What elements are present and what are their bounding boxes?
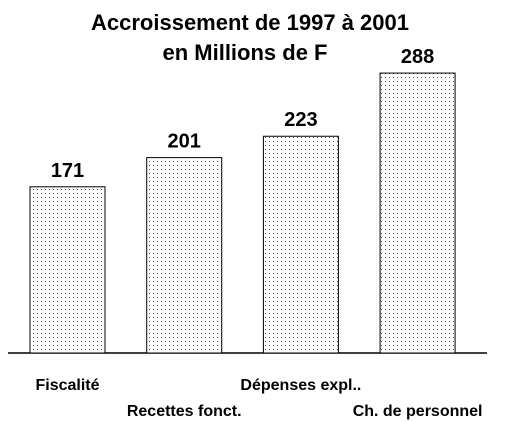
- bar: [379, 72, 456, 354]
- x-tick-label: Ch. de personnel: [353, 403, 483, 420]
- value-label: 288: [401, 46, 434, 68]
- value-label: 201: [168, 131, 201, 153]
- value-label: 171: [51, 160, 84, 182]
- chart-subtitle: en Millions de F: [162, 40, 327, 65]
- bar: [146, 157, 223, 354]
- bar: [262, 135, 339, 354]
- x-tick-label: Fiscalité: [35, 377, 99, 394]
- x-tick-label: Recettes fonct.: [127, 403, 242, 420]
- chart-title: Accroissement de 1997 à 2001: [91, 10, 409, 35]
- x-tick-label: Dépenses expl..: [240, 377, 361, 394]
- value-label: 223: [284, 109, 317, 131]
- bar: [29, 186, 106, 354]
